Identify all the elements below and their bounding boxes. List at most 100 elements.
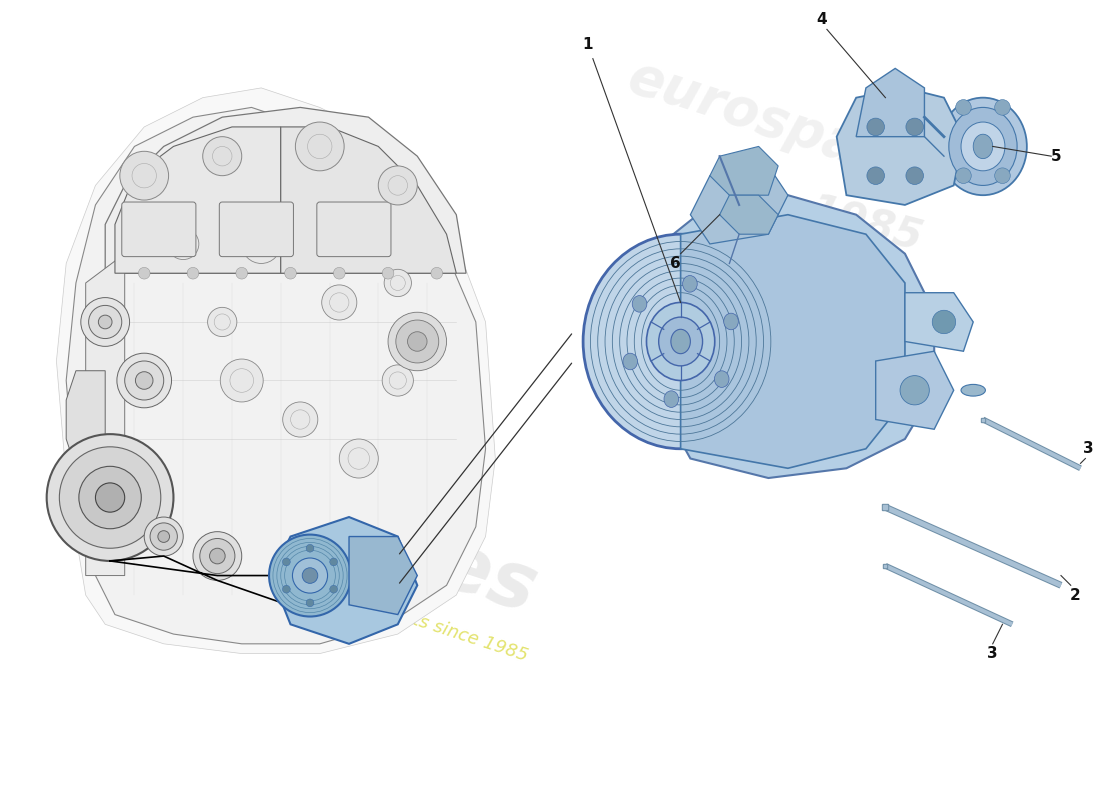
Ellipse shape — [949, 107, 1018, 186]
FancyBboxPatch shape — [122, 202, 196, 257]
Circle shape — [89, 306, 122, 338]
Circle shape — [79, 466, 141, 529]
Circle shape — [382, 365, 414, 396]
Circle shape — [388, 312, 447, 370]
Circle shape — [139, 267, 150, 279]
Circle shape — [382, 267, 394, 279]
FancyBboxPatch shape — [317, 202, 390, 257]
Circle shape — [98, 315, 112, 329]
Ellipse shape — [632, 295, 647, 312]
Circle shape — [46, 434, 174, 561]
Polygon shape — [116, 127, 280, 274]
Polygon shape — [681, 214, 905, 468]
Polygon shape — [56, 88, 495, 654]
Text: 3: 3 — [988, 646, 998, 661]
Polygon shape — [905, 293, 974, 351]
Circle shape — [293, 558, 328, 593]
Ellipse shape — [664, 391, 679, 407]
Circle shape — [330, 558, 338, 566]
Circle shape — [285, 267, 296, 279]
Circle shape — [396, 320, 439, 363]
Text: eurospares: eurospares — [55, 405, 546, 629]
Ellipse shape — [683, 275, 697, 292]
Circle shape — [235, 267, 248, 279]
Circle shape — [384, 270, 411, 297]
Circle shape — [96, 483, 124, 512]
Text: eurospares: eurospares — [621, 50, 955, 203]
Polygon shape — [106, 107, 466, 274]
Circle shape — [306, 599, 313, 606]
Circle shape — [124, 361, 164, 400]
Polygon shape — [691, 166, 788, 244]
Circle shape — [120, 151, 168, 200]
FancyBboxPatch shape — [219, 202, 294, 257]
Polygon shape — [86, 254, 124, 575]
Ellipse shape — [961, 122, 1005, 171]
Circle shape — [220, 359, 263, 402]
Ellipse shape — [961, 384, 986, 396]
Circle shape — [202, 137, 242, 176]
Circle shape — [210, 548, 225, 564]
Circle shape — [283, 586, 290, 593]
Ellipse shape — [724, 313, 738, 330]
Circle shape — [321, 285, 356, 320]
Circle shape — [306, 544, 313, 552]
Polygon shape — [280, 127, 456, 274]
Ellipse shape — [647, 302, 715, 381]
Text: 2: 2 — [1070, 587, 1081, 602]
Polygon shape — [856, 68, 924, 137]
Circle shape — [192, 532, 242, 581]
Ellipse shape — [623, 354, 638, 370]
Circle shape — [80, 298, 130, 346]
Polygon shape — [66, 370, 106, 468]
Circle shape — [431, 267, 442, 279]
Circle shape — [900, 376, 930, 405]
Circle shape — [867, 118, 884, 136]
Circle shape — [273, 538, 348, 613]
Circle shape — [932, 310, 956, 334]
Circle shape — [867, 167, 884, 185]
Circle shape — [135, 372, 153, 390]
Ellipse shape — [714, 371, 729, 387]
Circle shape — [117, 353, 172, 408]
Circle shape — [906, 118, 924, 136]
Ellipse shape — [939, 98, 1027, 195]
Circle shape — [242, 225, 280, 263]
Polygon shape — [719, 195, 778, 234]
Polygon shape — [641, 195, 934, 478]
Circle shape — [296, 122, 344, 171]
Circle shape — [956, 168, 971, 183]
Circle shape — [906, 167, 924, 185]
Circle shape — [200, 538, 235, 574]
Ellipse shape — [671, 330, 691, 354]
Circle shape — [330, 586, 338, 593]
Polygon shape — [271, 517, 417, 644]
Text: 1: 1 — [583, 37, 593, 51]
Text: 4: 4 — [816, 12, 827, 27]
Circle shape — [144, 517, 184, 556]
Ellipse shape — [974, 134, 992, 158]
Circle shape — [270, 534, 351, 617]
Text: 1985: 1985 — [804, 189, 927, 260]
Polygon shape — [837, 88, 964, 205]
Circle shape — [378, 166, 417, 205]
Circle shape — [208, 307, 236, 337]
Circle shape — [302, 568, 318, 583]
Text: a passion for parts since 1985: a passion for parts since 1985 — [266, 564, 530, 665]
Text: 5: 5 — [1050, 149, 1062, 164]
Circle shape — [158, 530, 169, 542]
Circle shape — [187, 267, 199, 279]
Polygon shape — [66, 107, 485, 644]
Circle shape — [333, 267, 345, 279]
Text: 3: 3 — [1084, 442, 1093, 456]
Polygon shape — [876, 351, 954, 430]
Circle shape — [339, 439, 378, 478]
Ellipse shape — [583, 234, 778, 449]
Circle shape — [994, 168, 1010, 183]
Polygon shape — [349, 537, 417, 614]
Circle shape — [59, 447, 161, 548]
Circle shape — [407, 332, 427, 351]
Ellipse shape — [659, 317, 703, 366]
Circle shape — [283, 548, 338, 603]
Circle shape — [296, 561, 324, 590]
